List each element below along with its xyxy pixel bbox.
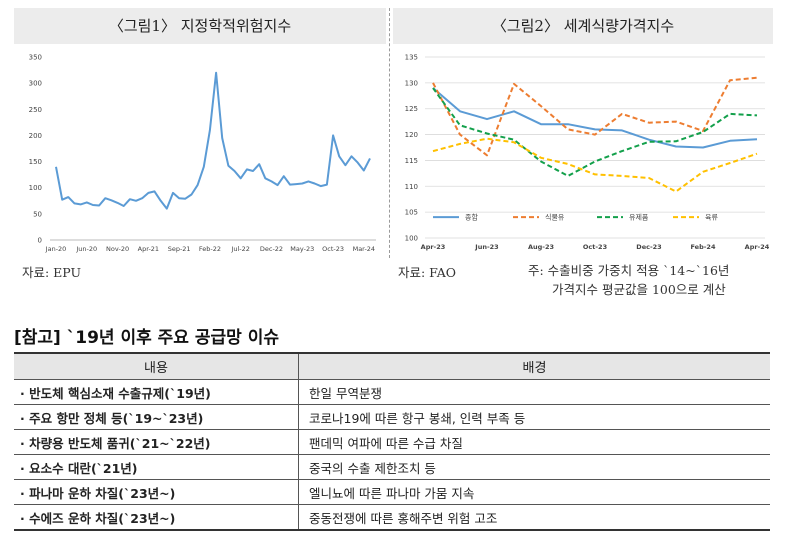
y-tick-label: 200 bbox=[29, 132, 42, 140]
y-tick-label: 350 bbox=[29, 54, 42, 62]
issue-cell: · 반도체 핵심소재 수출규제(`19년) bbox=[14, 379, 299, 405]
background-cell: 중동전쟁에 따른 홍해주변 위험 고조 bbox=[298, 504, 770, 531]
issue-cell: · 요소수 대란(`21년) bbox=[14, 454, 299, 480]
issue-cell: · 주요 항만 정체 등(`19~`23년) bbox=[14, 404, 299, 430]
y-tick-label: 105 bbox=[405, 209, 418, 217]
table-row: · 파나마 운하 차질(`23년~) 엘니뇨에 따른 파나마 가뭄 지속 bbox=[14, 479, 770, 505]
x-tick-label: Jun-23 bbox=[474, 243, 498, 251]
x-tick-label: Nov-20 bbox=[106, 245, 129, 253]
y-tick-label: 120 bbox=[405, 131, 418, 139]
issue-cell: · 파나마 운하 차질(`23년~) bbox=[14, 479, 299, 505]
y-tick-label: 250 bbox=[29, 106, 42, 114]
x-tick-label: Jul-22 bbox=[230, 245, 249, 253]
x-tick-label: Mar-24 bbox=[353, 245, 375, 253]
x-tick-label: Jan-20 bbox=[45, 245, 67, 253]
x-tick-label: Oct-23 bbox=[583, 243, 607, 251]
y-tick-label: 110 bbox=[405, 183, 418, 191]
y-tick-label: 50 bbox=[33, 210, 42, 218]
y-tick-label: 130 bbox=[405, 79, 418, 87]
background-cell: 엘니뇨에 따른 파나마 가뭄 지속 bbox=[298, 479, 770, 505]
x-tick-label: Jun-20 bbox=[75, 245, 97, 253]
series-line-육류 bbox=[432, 137, 758, 193]
y-tick-label: 100 bbox=[405, 235, 418, 243]
y-tick-label: 0 bbox=[38, 237, 42, 245]
y-tick-label: 125 bbox=[405, 105, 418, 113]
y-tick-label: 300 bbox=[29, 80, 42, 88]
table-row: · 수에즈 운하 차질(`23년~) 중동전쟁에 따른 홍해주변 위험 고조 bbox=[14, 504, 770, 531]
series-line-유제품 bbox=[432, 87, 758, 177]
column-header-content: 내용 bbox=[14, 352, 299, 380]
figure-2-note-line-2: 가격지수 평균값을 100으로 계산 bbox=[552, 282, 726, 297]
table-row: · 차량용 반도체 품귀(`21~`22년) 팬데믹 여파에 따른 수급 차질 bbox=[14, 429, 770, 455]
x-tick-label: Oct-23 bbox=[322, 245, 344, 253]
y-tick-label: 135 bbox=[405, 54, 418, 62]
legend-label: 육류 bbox=[705, 214, 718, 222]
series-line-geopolitical-risk bbox=[55, 71, 371, 210]
figure-divider bbox=[389, 8, 390, 258]
figure-1-panel: 〈그림1〉 지정학적위험지수 0 50 100 150 200 250 300 350 Jan-… bbox=[14, 8, 386, 256]
legend-label: 식물유 bbox=[545, 213, 565, 222]
geopolitical-risk-chart: 0 50 100 150 200 250 300 350 Jan-20 Jun-20 Nov-20 A… bbox=[29, 54, 376, 253]
figure-2-panel: 〈그림2〉 세계식량가격지수 100 105 110 115 120 125 130 135 A… bbox=[393, 8, 773, 256]
x-tick-label: Apr-21 bbox=[138, 245, 159, 253]
table-row: · 반도체 핵심소재 수출규제(`19년) 한일 무역분쟁 bbox=[14, 379, 770, 405]
legend-label: 종합 bbox=[465, 213, 478, 222]
x-tick-label: Dec-22 bbox=[260, 245, 283, 253]
series-line-종합 bbox=[432, 87, 758, 149]
table-row: · 요소수 대란(`21년) 중국의 수출 제한조치 등 bbox=[14, 454, 770, 480]
table-header-row: 내용 배경 bbox=[14, 352, 770, 380]
background-cell: 한일 무역분쟁 bbox=[298, 379, 770, 405]
x-tick-label: Apr-23 bbox=[421, 243, 446, 251]
y-tick-label: 150 bbox=[29, 158, 42, 166]
figure-1-source: 자료: EPU bbox=[22, 265, 82, 280]
y-tick-label: 115 bbox=[405, 157, 418, 165]
issue-cell: · 수에즈 운하 차질(`23년~) bbox=[14, 504, 299, 531]
column-header-background: 배경 bbox=[298, 352, 770, 380]
figure-2-note-line-1: 주: 수출비중 가중치 적용 `14~`16년 bbox=[528, 263, 730, 278]
background-cell: 팬데믹 여파에 따른 수급 차질 bbox=[298, 429, 770, 455]
issue-cell: · 차량용 반도체 품귀(`21~`22년) bbox=[14, 429, 299, 455]
figure-2-note: 주: 수출비중 가중치 적용 `14~`16년 가격지수 평균값을 100으로 … bbox=[528, 261, 729, 299]
y-tick-label: 100 bbox=[29, 184, 42, 192]
x-tick-label: Sep-21 bbox=[168, 245, 191, 253]
background-cell: 코로나19에 따른 항구 봉쇄, 인력 부족 등 bbox=[298, 404, 770, 430]
food-price-chart: 100 105 110 115 120 125 130 135 Apr-23 Jun-23 Aug-… bbox=[405, 54, 770, 252]
background-cell: 중국의 수출 제한조치 등 bbox=[298, 454, 770, 480]
table-row: · 주요 항만 정체 등(`19~`23년) 코로나19에 따른 항구 봉쇄, … bbox=[14, 404, 770, 430]
figure-2-title: 〈그림2〉 세계식량가격지수 bbox=[393, 8, 773, 44]
figure-1-title: 〈그림1〉 지정학적위험지수 bbox=[14, 8, 386, 44]
legend-label: 유제품 bbox=[629, 214, 649, 222]
series-line-식물유 bbox=[432, 76, 758, 157]
figure-2-source: 자료: FAO bbox=[398, 265, 457, 280]
x-tick-label: Feb-24 bbox=[691, 243, 716, 251]
x-tick-label: Apr-24 bbox=[745, 243, 770, 251]
x-tick-label: Aug-23 bbox=[528, 243, 554, 251]
supply-chain-issues-table: 내용 배경 · 반도체 핵심소재 수출규제(`19년) 한일 무역분쟁 · 주요… bbox=[14, 352, 770, 531]
reference-title: [참고] `19년 이후 주요 공급망 이슈 bbox=[14, 328, 279, 348]
x-tick-label: Feb-22 bbox=[199, 245, 221, 253]
x-tick-label: Dec-23 bbox=[636, 243, 661, 251]
x-tick-label: May-23 bbox=[290, 245, 314, 253]
